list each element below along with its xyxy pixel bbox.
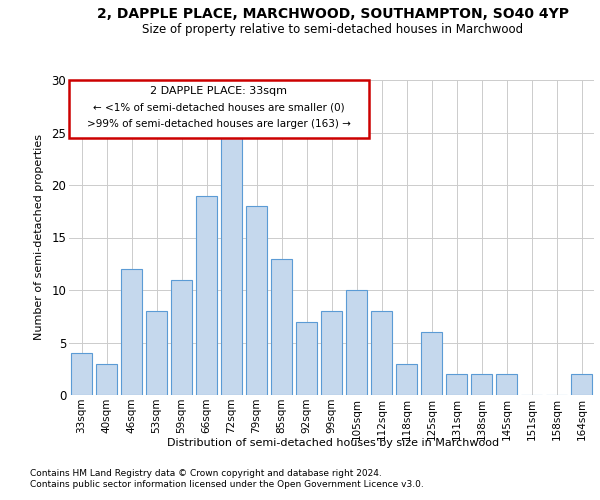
Text: >99% of semi-detached houses are larger (163) →: >99% of semi-detached houses are larger …: [87, 119, 351, 129]
Bar: [121, 269, 142, 395]
Bar: [471, 374, 492, 395]
Text: Distribution of semi-detached houses by size in Marchwood: Distribution of semi-detached houses by …: [167, 438, 499, 448]
Y-axis label: Number of semi-detached properties: Number of semi-detached properties: [34, 134, 44, 340]
Text: Contains public sector information licensed under the Open Government Licence v3: Contains public sector information licen…: [30, 480, 424, 489]
Bar: [446, 374, 467, 395]
Bar: [96, 364, 117, 395]
Bar: [221, 132, 242, 395]
Bar: [321, 311, 342, 395]
Bar: [496, 374, 517, 395]
Bar: [146, 311, 167, 395]
Bar: [246, 206, 267, 395]
Bar: [171, 280, 192, 395]
Bar: [421, 332, 442, 395]
Text: ← <1% of semi-detached houses are smaller (0): ← <1% of semi-detached houses are smalle…: [93, 102, 345, 113]
Bar: [71, 353, 92, 395]
Bar: [396, 364, 417, 395]
Bar: [571, 374, 592, 395]
Bar: [346, 290, 367, 395]
Text: 2, DAPPLE PLACE, MARCHWOOD, SOUTHAMPTON, SO40 4YP: 2, DAPPLE PLACE, MARCHWOOD, SOUTHAMPTON,…: [97, 8, 569, 22]
Bar: [296, 322, 317, 395]
Text: Size of property relative to semi-detached houses in Marchwood: Size of property relative to semi-detach…: [142, 22, 524, 36]
Text: Contains HM Land Registry data © Crown copyright and database right 2024.: Contains HM Land Registry data © Crown c…: [30, 468, 382, 477]
Bar: [271, 258, 292, 395]
Text: 2 DAPPLE PLACE: 33sqm: 2 DAPPLE PLACE: 33sqm: [151, 86, 287, 96]
Bar: [196, 196, 217, 395]
Bar: [371, 311, 392, 395]
